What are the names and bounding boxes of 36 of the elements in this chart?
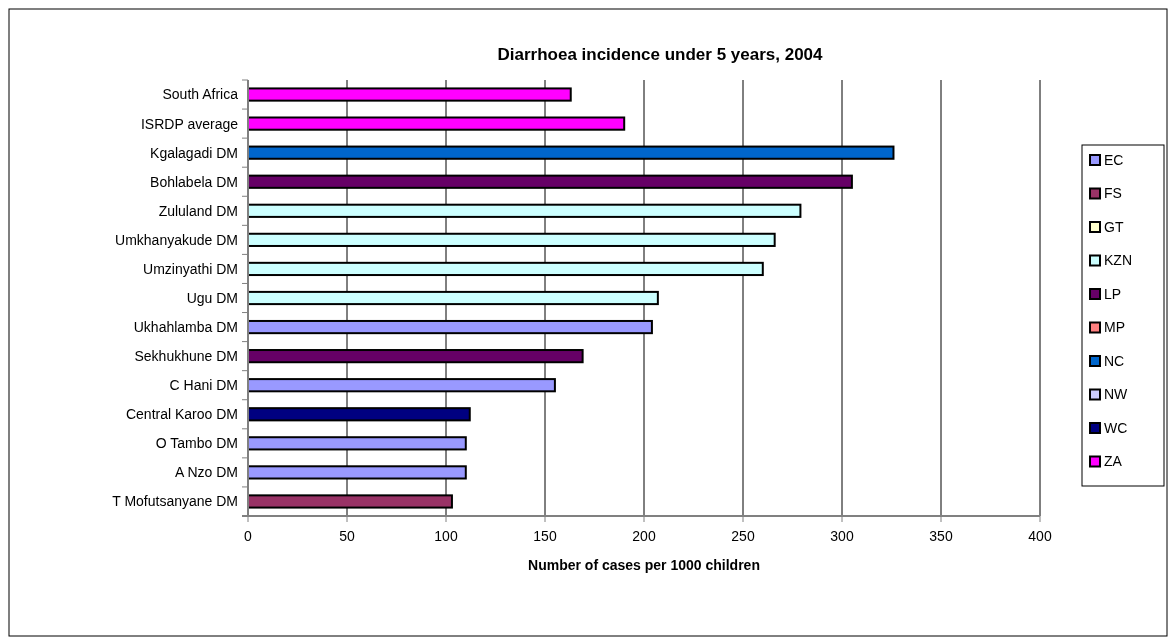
x-tick-label: 350 (929, 528, 953, 544)
y-tick-label: Bohlabela DM (150, 173, 238, 190)
x-axis-title: Number of cases per 1000 children (528, 557, 760, 573)
y-tick-label: South Africa (162, 86, 239, 103)
y-tick-label: Umkhanyakude DM (115, 231, 238, 248)
y-tick-label: Central Karoo DM (125, 406, 238, 423)
legend-label: MP (1104, 319, 1125, 336)
y-tick-label: Ugu DM (186, 289, 238, 306)
x-tick-label: 150 (533, 528, 557, 544)
legend-label: WC (1104, 419, 1128, 436)
legend-label: KZN (1104, 252, 1132, 269)
x-tick-label: 50 (339, 528, 355, 544)
legend-label: LP (1104, 285, 1122, 302)
legend-label: FS (1104, 185, 1122, 202)
legend-label: NW (1104, 386, 1129, 403)
x-tick-label: 0 (244, 528, 253, 544)
y-tick-label: A Nzo DM (174, 464, 238, 481)
legend-label: NC (1104, 352, 1125, 369)
x-tick-label: 100 (434, 528, 458, 544)
y-tick-label: O Tambo DM (155, 435, 238, 452)
y-tick-label: Ukhahlamba DM (133, 318, 238, 335)
x-tick-label: 200 (632, 528, 656, 544)
x-tick-label: 300 (830, 528, 854, 544)
x-tick-label: 250 (731, 528, 755, 544)
legend-label: ZA (1104, 453, 1123, 470)
x-tick-label: 400 (1028, 528, 1052, 544)
y-tick-label: Kgalagadi DM (150, 144, 238, 161)
y-tick-label: Sekhukhune DM (134, 348, 238, 365)
y-tick-label: C Hani DM (169, 377, 238, 394)
legend-label: GT (1104, 218, 1124, 235)
y-tick-label: T Mofutsanyane DM (112, 493, 238, 510)
legend-label: EC (1104, 151, 1124, 168)
chart-title: Diarrhoea incidence under 5 years, 2004 (497, 45, 824, 64)
y-tick-label: ISRDP average (140, 115, 239, 132)
y-tick-label: Umzinyathi DM (143, 260, 238, 277)
y-tick-label: Zululand DM (158, 202, 238, 219)
